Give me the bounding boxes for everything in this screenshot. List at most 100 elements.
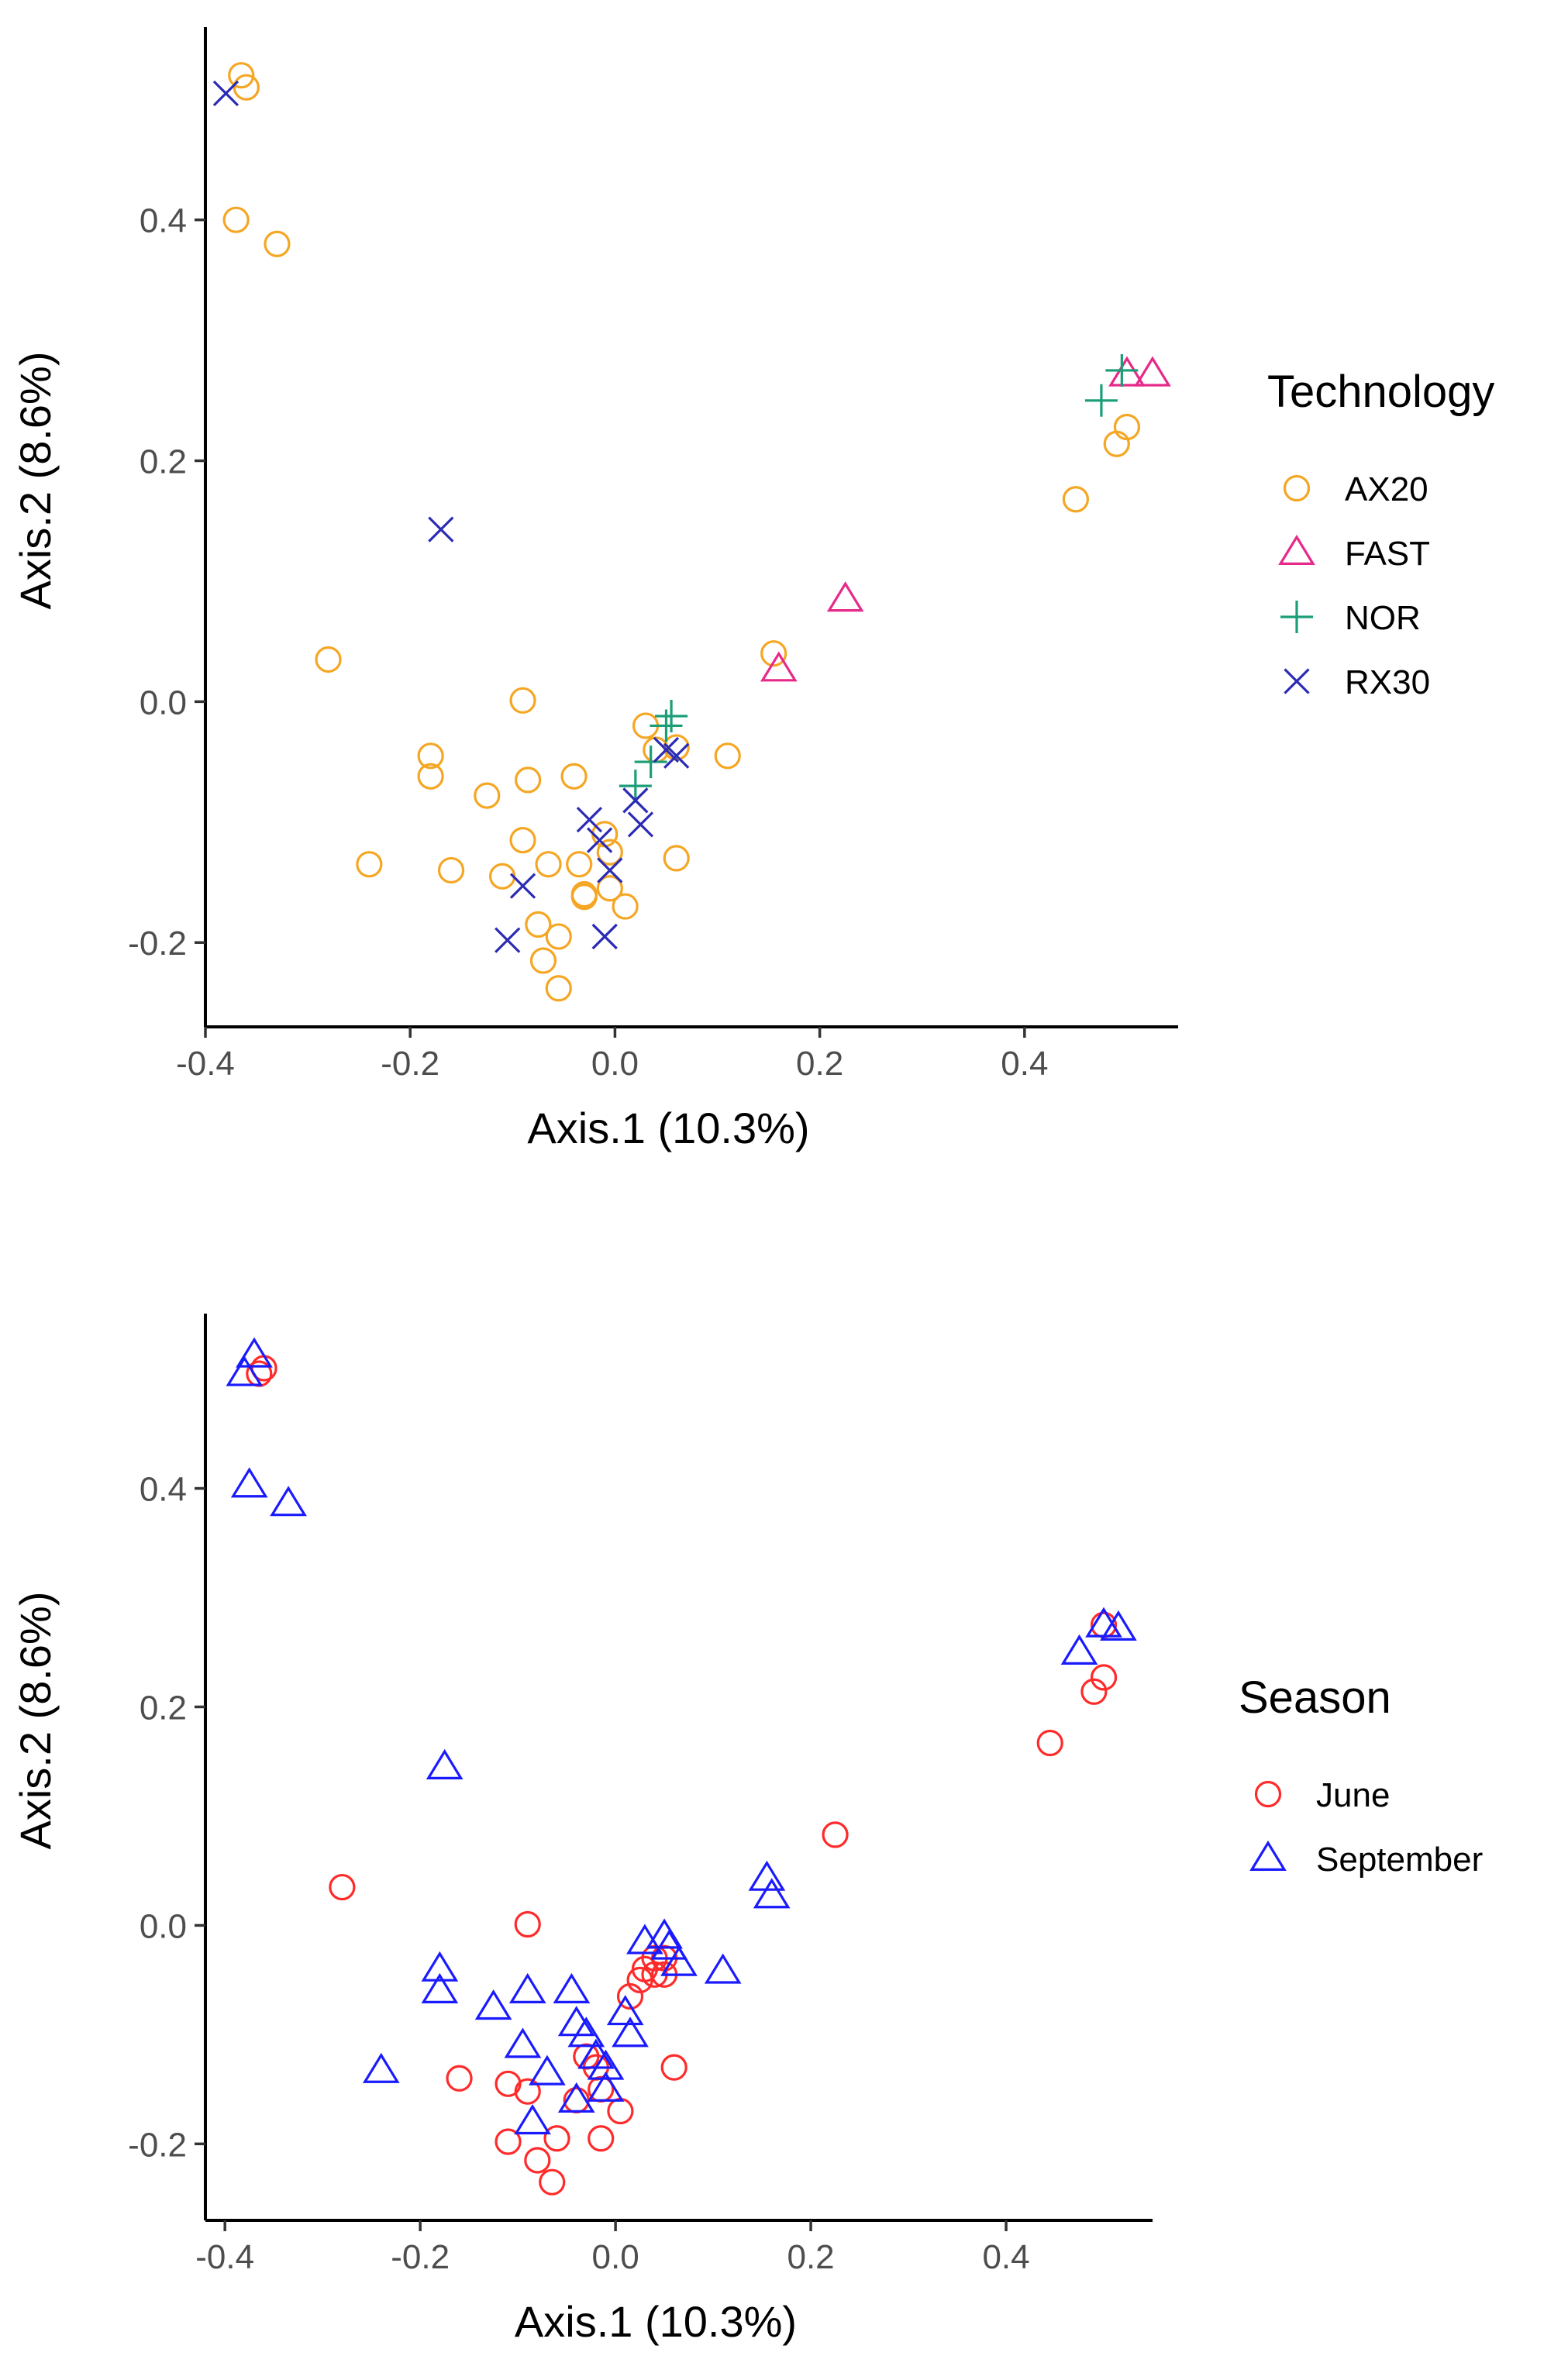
data-point-ax20 [529,947,557,974]
data-point-ax20 [596,839,623,866]
legend-key-september: September [1249,1840,1483,1879]
data-point-ax20 [509,826,536,854]
data-point-september [474,1989,512,2020]
data-point-september [553,1972,591,2003]
data-point-september [606,1995,644,2026]
legend-marker-september [1249,1840,1287,1871]
y-tick-label: -0.2 [128,925,187,963]
x-tick-label: -0.2 [381,1045,439,1083]
data-point-june [660,2054,688,2081]
data-point-june [329,1873,356,1901]
legend-label: FAST [1345,535,1430,573]
data-point-ax20 [417,742,444,770]
series-rx30 [212,80,690,953]
data-point-september [1100,1610,1137,1641]
data-point-september [660,1945,698,1976]
data-point-nor [1105,353,1139,387]
y-axis-title: Axis.2 (8.6%) [11,352,60,610]
data-point-ax20 [760,640,787,667]
data-point-september [236,1337,273,1368]
data-point-september [362,2052,400,2083]
data-point-september [646,1918,683,1949]
x-tick-label: 0.2 [796,1045,843,1083]
data-point-rx30 [576,807,603,833]
data-point-september [612,2017,649,2048]
data-point-june [1090,1664,1118,1691]
data-point-september [587,2071,625,2102]
y-tick-label: 0.2 [140,1689,187,1727]
series-nor [619,353,1139,803]
data-point-june [588,2125,615,2152]
data-point-ax20 [570,883,598,911]
y-tick-label: -0.2 [128,2126,187,2164]
data-point-fast [1108,356,1146,387]
y-tick-label: 0.2 [140,443,187,481]
data-point-rx30 [597,857,623,883]
data-point-september [567,2017,605,2048]
data-point-nor [634,746,667,779]
data-point-rx30 [428,516,454,542]
data-point-nor [619,770,652,803]
data-point-june [495,2070,522,2097]
data-point-ax20 [535,851,562,878]
legend-marker-nor [1280,601,1313,633]
legend-key-june: June [1254,1776,1390,1814]
data-point-ax20 [509,687,536,714]
legend-key-rx30: RX30 [1284,663,1430,701]
series-september [226,1337,1137,2135]
data-point-rx30 [495,927,521,953]
data-point-september [421,1972,459,2003]
data-point-september [557,2082,595,2113]
data-point-september [504,2027,542,2058]
data-point-rx30 [586,827,613,853]
x-tick-label: -0.2 [391,2238,450,2276]
data-point-june [1080,1678,1108,1705]
data-point-ax20 [315,646,342,673]
legend-marker-fast [1278,534,1315,566]
legend-marker-rx30 [1284,668,1310,694]
data-point-rx30 [622,787,649,814]
legend-label: September [1316,1841,1483,1879]
data-point-september [421,1951,459,1982]
data-point-ax20 [474,782,501,809]
data-point-september [226,1355,264,1386]
data-point-june [539,2168,566,2196]
data-point-june [543,2125,570,2152]
y-tick-label: 0.0 [140,684,187,722]
data-point-fast [826,581,864,612]
data-point-september [230,1467,268,1498]
data-point-ax20 [228,62,255,89]
data-point-june [446,2065,473,2092]
data-point-ax20 [222,206,250,233]
data-point-june [822,1821,849,1848]
data-point-ax20 [264,230,291,257]
series-ax20 [222,62,1141,1002]
scatter-panel-1: -0.4 -0.2 0.0 0.2 0.4 -0.2 0.0 0.2 0.4 Axis.1 (10… [11,27,1494,1152]
legend-label: AX20 [1345,470,1428,508]
y-tick-label: 0.4 [140,202,187,240]
data-point-ax20 [525,911,552,938]
data-point-june [1036,1729,1063,1757]
data-point-ax20 [1103,430,1130,457]
data-point-ax20 [1062,486,1089,513]
scatter-panel-2: -0.4 -0.2 0.0 0.2 0.4 -0.2 0.0 0.2 0.4 Axis.1 (10… [11,1314,1483,2346]
data-point-ax20 [437,856,465,884]
x-tick-label: 0.4 [982,2238,1029,2276]
legend-key-ax20: AX20 [1283,470,1428,508]
data-point-september [587,2049,625,2080]
data-point-june [514,2078,541,2105]
data-point-fast [1134,356,1171,387]
data-point-ax20 [612,893,639,920]
legend-label: RX30 [1345,663,1430,701]
data-point-ax20 [545,923,572,950]
legend-title: Technology [1267,367,1494,417]
data-point-june [607,2097,634,2125]
x-tick-label: -0.4 [195,2238,254,2276]
data-point-september [270,1486,307,1517]
data-point-june [495,2128,522,2155]
data-point-ax20 [566,851,593,878]
x-axis-title: Axis.1 (10.3%) [527,1104,809,1152]
data-point-september [529,2055,566,2086]
data-point-september [753,1878,791,1909]
legend-key-nor: NOR [1280,599,1421,637]
